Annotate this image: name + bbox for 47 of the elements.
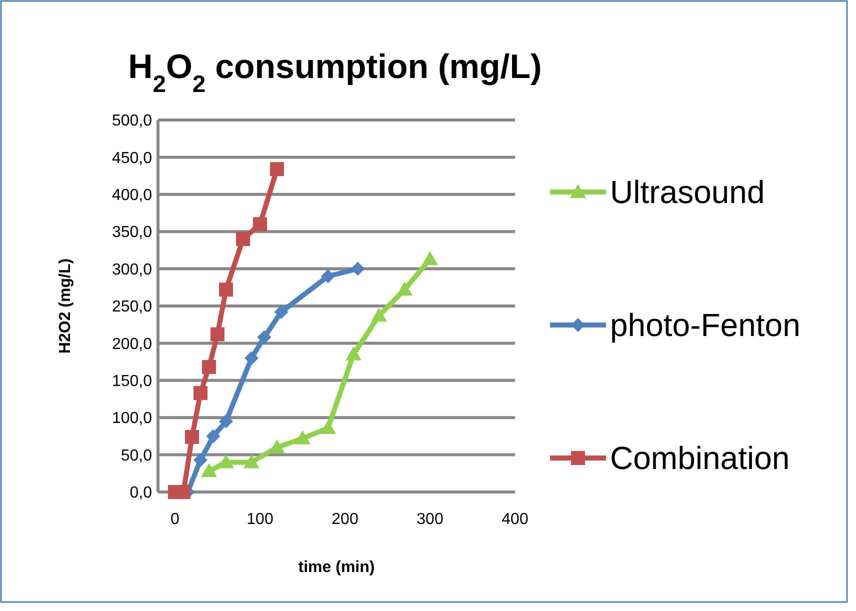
y-tick-label: 400,0	[112, 187, 152, 204]
x-axis-title: time (min)	[298, 559, 375, 576]
point	[320, 420, 336, 434]
point	[202, 360, 216, 374]
point	[244, 351, 258, 366]
y-tick-label: 500,0	[112, 112, 152, 130]
point	[194, 386, 208, 400]
point	[236, 232, 250, 246]
point	[219, 414, 233, 428]
legend-label: photo-Fenton	[610, 307, 800, 344]
y-tick-label: 50,0	[120, 447, 152, 464]
legend-label: Combination	[610, 440, 790, 476]
y-tick-label: 150,0	[112, 373, 152, 390]
point	[218, 454, 234, 468]
x-tick-label: 0	[170, 511, 180, 528]
point	[210, 327, 224, 342]
point	[350, 262, 365, 276]
y-tick-label: 0,0	[130, 484, 152, 502]
point	[396, 282, 412, 296]
y-tick-label: 350,0	[112, 224, 152, 242]
point	[270, 162, 284, 176]
point	[219, 282, 233, 297]
y-tick-label: 100,0	[112, 410, 152, 428]
x-tick-label: 100	[246, 511, 274, 528]
x-tick-label: 200	[332, 511, 358, 528]
point	[274, 304, 288, 319]
point	[294, 430, 310, 444]
chart-title: H$_{2}$O$_{2}$ consumption (mg/L)	[128, 48, 542, 98]
point	[194, 453, 208, 468]
point	[253, 217, 267, 232]
point	[206, 429, 220, 444]
point	[371, 308, 387, 322]
y-tick-label: 250,0	[112, 298, 152, 316]
y-tick-label: 450,0	[112, 150, 152, 167]
point	[257, 330, 272, 344]
point	[244, 454, 260, 468]
point	[201, 463, 217, 478]
x-tick-label: 400	[502, 511, 528, 528]
y-tick-label: 200,0	[112, 336, 152, 353]
point	[346, 346, 362, 360]
y-axis-title: H2O2 (mg/L)	[57, 258, 74, 354]
point	[422, 251, 438, 266]
y-tick-label: 300,0	[112, 261, 152, 278]
point	[185, 430, 199, 444]
legend-label: Ultrasound	[610, 174, 765, 210]
x-tick-label: 300	[416, 511, 444, 528]
point	[321, 269, 335, 284]
